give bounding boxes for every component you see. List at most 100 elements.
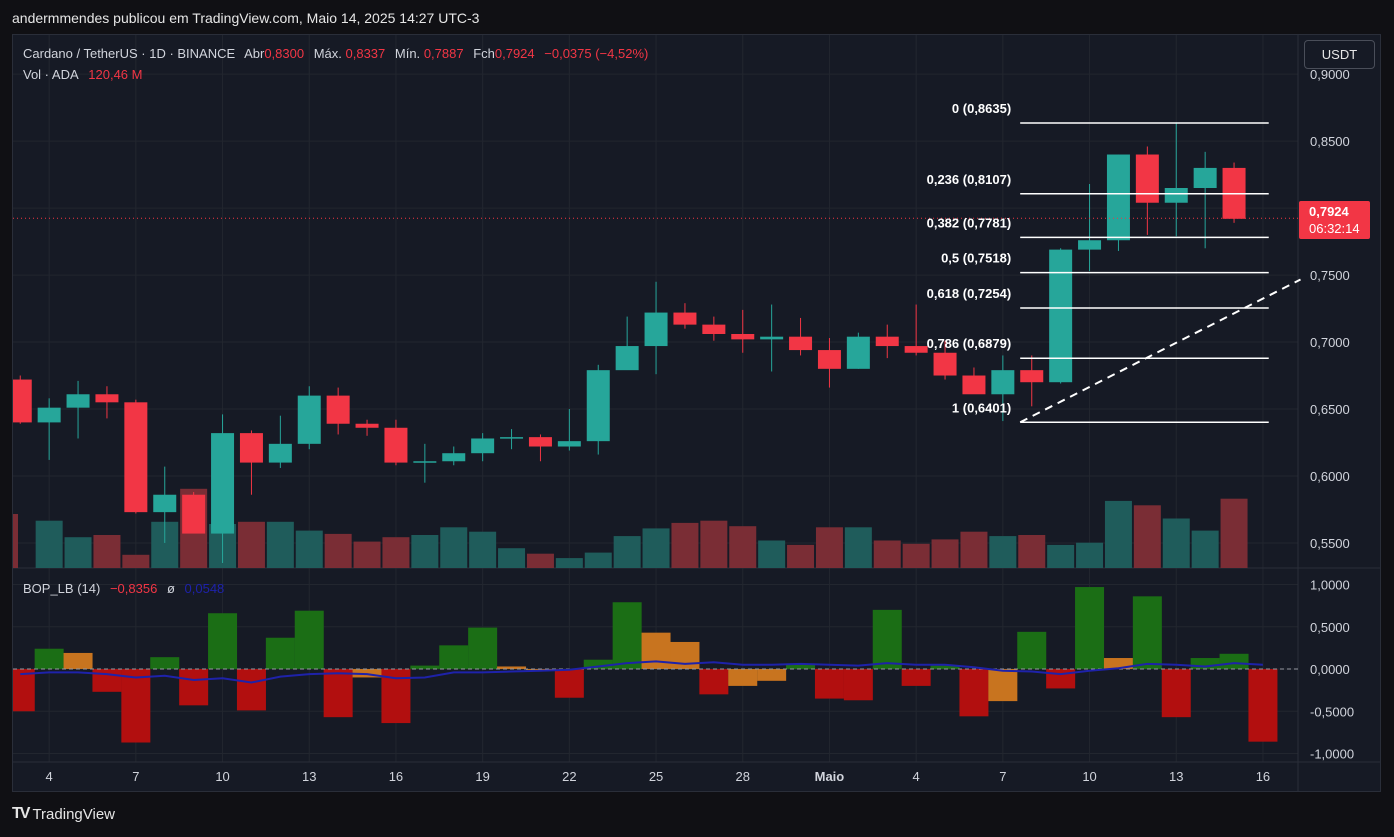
time-axis-label: 10 bbox=[215, 769, 229, 784]
candle-body bbox=[528, 437, 552, 447]
bop-bar bbox=[814, 669, 844, 699]
candles bbox=[13, 122, 1246, 564]
time-axis-label: 16 bbox=[1256, 769, 1270, 784]
bop-bar bbox=[63, 652, 93, 669]
bop-bar bbox=[236, 669, 266, 711]
indicator-legend: BOP_LB (14) −0,8356 ø 0,0548 bbox=[23, 581, 230, 596]
price-axis-label: 0,7500 bbox=[1310, 268, 1350, 283]
tradingview-branding[interactable]: TV TradingView bbox=[12, 805, 115, 823]
volume-bar bbox=[440, 527, 468, 568]
last-price-value: 0,7924 bbox=[1309, 204, 1349, 219]
volume-label[interactable]: Vol · ADA bbox=[23, 67, 79, 82]
candle-body bbox=[586, 370, 610, 442]
candle-body bbox=[875, 336, 899, 347]
volume-legend: Vol · ADA 120,46 M bbox=[23, 67, 148, 82]
bop-bar bbox=[901, 669, 931, 686]
currency-button[interactable]: USDT bbox=[1304, 40, 1375, 69]
volume-bar bbox=[469, 531, 497, 568]
bop-bar bbox=[121, 669, 151, 743]
volume-bar bbox=[35, 520, 63, 568]
volume-bar bbox=[815, 527, 843, 568]
symbol-name[interactable]: Cardano / TetherUS · 1D · BINANCE bbox=[23, 46, 236, 61]
fib-level-label: 1 (0,6401) bbox=[952, 400, 1011, 415]
bop-bar bbox=[410, 665, 440, 669]
volume-bar bbox=[729, 526, 757, 568]
volume-bar bbox=[1047, 544, 1075, 568]
bop-bar bbox=[757, 669, 787, 681]
indicator-value2: 0,0548 bbox=[184, 581, 225, 596]
candle-body bbox=[500, 437, 524, 439]
candle-body bbox=[297, 395, 321, 444]
candle-body bbox=[182, 494, 206, 534]
volume-bar bbox=[671, 522, 699, 568]
candle-body bbox=[442, 453, 466, 462]
candle-body bbox=[153, 494, 177, 513]
bop-bar bbox=[468, 627, 498, 669]
candle-body bbox=[991, 370, 1015, 395]
candle-body bbox=[731, 334, 755, 340]
indicator-name[interactable]: BOP_LB (14) bbox=[23, 581, 101, 596]
bop-bar bbox=[554, 669, 584, 698]
price-axis-label: 0,9000 bbox=[1310, 67, 1350, 82]
time-axis-label: 7 bbox=[999, 769, 1006, 784]
volume-bar bbox=[989, 536, 1017, 568]
volume-bar bbox=[787, 544, 815, 568]
time-axis-label: 10 bbox=[1082, 769, 1096, 784]
candle-body bbox=[789, 336, 813, 351]
volume-bar bbox=[122, 554, 150, 568]
candle-body bbox=[66, 394, 90, 408]
change-value: −0,0375 (−4,52%) bbox=[544, 46, 649, 61]
volume-bar bbox=[902, 543, 930, 568]
bop-axis-label: 1,0000 bbox=[1310, 578, 1350, 593]
time-axis-label: 25 bbox=[649, 769, 663, 784]
bop-bar bbox=[1017, 631, 1047, 669]
publish-line: andermmendes publicou em TradingView.com… bbox=[12, 10, 480, 26]
open-value: 0,8300 bbox=[264, 46, 305, 61]
volume-bar bbox=[1191, 530, 1219, 568]
bop-bar bbox=[728, 669, 758, 686]
low-label: Mín. bbox=[394, 46, 421, 61]
candle-body bbox=[239, 433, 263, 463]
time-axis-label: 13 bbox=[302, 769, 316, 784]
bop-axis-label: -1,0000 bbox=[1310, 747, 1354, 762]
candle-body bbox=[673, 312, 697, 325]
bop-bar bbox=[179, 669, 209, 706]
candle-body bbox=[268, 443, 292, 463]
volume-bar bbox=[1076, 542, 1104, 568]
bop-bar bbox=[497, 666, 527, 669]
bop-bar bbox=[843, 669, 873, 701]
close-value: 0,7924 bbox=[494, 46, 535, 61]
volume-bar bbox=[324, 533, 352, 568]
bop-bar bbox=[323, 669, 353, 718]
volume-bar bbox=[1104, 500, 1132, 568]
bop-bar bbox=[1161, 669, 1191, 718]
bop-bar bbox=[1248, 669, 1278, 742]
candle-body bbox=[557, 441, 581, 447]
volume-bar bbox=[13, 514, 18, 568]
bop-bar bbox=[872, 609, 902, 669]
candle-body bbox=[413, 461, 437, 463]
open-label: Abr bbox=[244, 46, 265, 61]
price-axis-label: 0,5500 bbox=[1310, 536, 1350, 551]
candle-body bbox=[1164, 188, 1188, 203]
bop-bar bbox=[208, 613, 238, 669]
time-axis-label: 16 bbox=[389, 769, 403, 784]
high-value: 0,8337 bbox=[345, 46, 386, 61]
bop-bar bbox=[1219, 653, 1249, 669]
high-label: Máx. bbox=[313, 46, 342, 61]
volume-bar bbox=[93, 535, 121, 568]
bop-bar bbox=[786, 664, 816, 669]
candle-body bbox=[962, 375, 986, 395]
bop-signal-line bbox=[20, 660, 1263, 684]
volume-bar bbox=[353, 541, 381, 568]
symbol-legend: Cardano / TetherUS · 1D · BINANCE Abr0,8… bbox=[23, 46, 654, 61]
bop-bar bbox=[439, 645, 469, 669]
volume-bar bbox=[584, 552, 612, 568]
fib-level-label: 0,618 (0,7254) bbox=[927, 286, 1012, 301]
candle-body bbox=[384, 427, 408, 463]
volume-bars bbox=[13, 488, 1248, 568]
volume-bar bbox=[382, 537, 410, 568]
time-axis-label: 13 bbox=[1169, 769, 1183, 784]
volume-value: 120,46 M bbox=[88, 67, 143, 82]
